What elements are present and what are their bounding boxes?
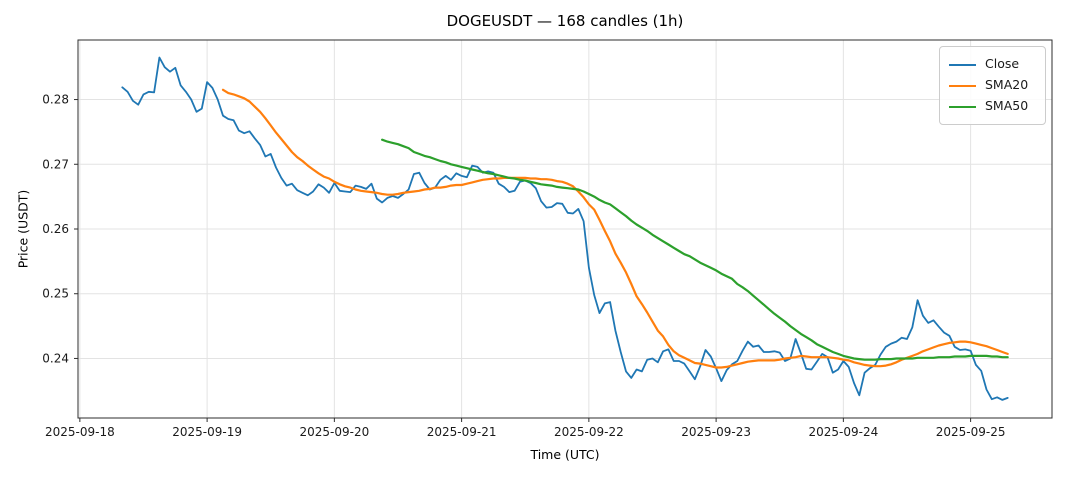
legend: Close SMA20 SMA50 [939,46,1046,125]
legend-item-sma20: SMA20 [949,75,1035,96]
y-tick-label: 0.24 [42,351,69,365]
sma50-line-swatch [949,105,976,108]
legend-label-close: Close [985,56,1020,72]
y-tick-label: 0.27 [42,157,69,171]
sma50-line [381,138,1009,361]
x-axis-label: Time (UTC) [530,447,600,462]
y-tick-label: 0.25 [42,287,69,301]
sma20-line-swatch [949,84,976,87]
legend-item-sma50: SMA50 [949,96,1035,117]
x-tick-label: 2025-09-19 [172,425,242,439]
y-axis-label: Price (USDT) [15,189,31,269]
x-tick-label: 2025-09-20 [299,425,369,439]
series-lines [121,56,1009,401]
y-tick-label: 0.28 [42,93,69,107]
grid-lines [78,40,1052,418]
close-line [121,56,1009,401]
tick-labels: 2025-09-18 2025-09-19 2025-09-20 2025-09-21… [42,93,1005,439]
x-tick-label: 2025-09-21 [427,425,497,439]
close-line-swatch [949,63,976,66]
y-tick-label: 0.26 [42,222,69,236]
chart-title: DOGEUSDT — 168 candles (1h) [446,12,684,30]
sma20-line [221,88,1009,369]
x-tick-label: 2025-09-23 [681,425,751,439]
x-tick-label: 2025-09-24 [808,425,878,439]
legend-label-sma20: SMA20 [985,77,1029,93]
tick-marks [74,99,972,422]
legend-item-close: Close [949,54,1035,75]
x-tick-label: 2025-09-22 [554,425,624,439]
x-tick-label: 2025-09-25 [936,425,1006,439]
x-tick-label: 2025-09-18 [45,425,115,439]
legend-label-sma50: SMA50 [985,98,1029,114]
